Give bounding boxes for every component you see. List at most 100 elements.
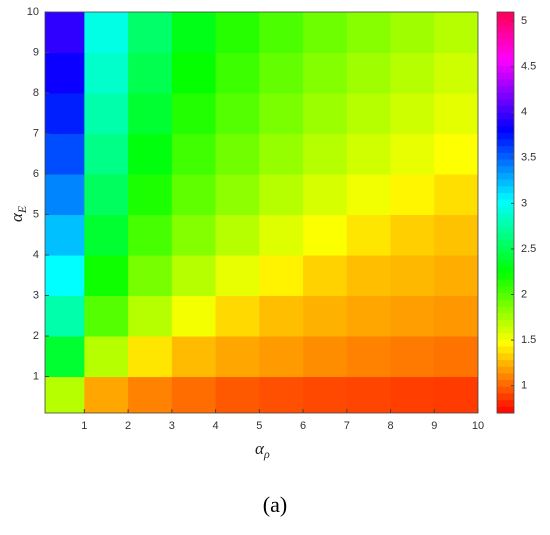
- contour-cell: [215, 93, 260, 135]
- contour-cell: [303, 295, 348, 337]
- y-tick-label: 4: [33, 249, 39, 261]
- x-label-subscript: ρ: [263, 447, 270, 461]
- contour-cell: [45, 295, 85, 337]
- contour-cell: [259, 52, 304, 94]
- colorbar-band: [497, 252, 514, 260]
- contour-cell: [346, 376, 392, 413]
- contour-cell: [259, 214, 304, 256]
- colorbar-band: [497, 132, 514, 140]
- x-tick-label: 6: [300, 420, 306, 432]
- contour-cell: [171, 174, 217, 216]
- contour-cell: [259, 295, 304, 337]
- colorbar-band: [497, 145, 514, 153]
- contour-cell: [84, 255, 129, 297]
- contour-cell: [84, 295, 129, 337]
- contour-cell: [390, 336, 435, 378]
- contour-cell: [84, 133, 129, 175]
- contour-cell: [346, 174, 392, 216]
- contour-cell: [346, 336, 392, 378]
- contour-cell: [259, 376, 304, 413]
- contour-cell: [390, 174, 435, 216]
- contour-cell: [45, 93, 85, 135]
- colorbar-tick-label: 1: [521, 380, 527, 392]
- colorbar-band: [497, 25, 514, 33]
- contour-cell: [215, 174, 260, 216]
- colorbar-band: [497, 379, 514, 387]
- contour-cell: [346, 214, 392, 256]
- colorbar-band: [497, 105, 514, 113]
- contour-cell: [259, 133, 304, 175]
- y-tick-label: 5: [33, 208, 39, 220]
- colorbar-band: [497, 339, 514, 347]
- colorbar-band: [497, 245, 514, 254]
- x-tick-label: 1: [81, 420, 87, 432]
- colorbar-band: [497, 279, 514, 287]
- colorbar-band: [497, 272, 514, 280]
- contour-cell: [84, 12, 129, 54]
- colorbar-tick-label: 5: [521, 15, 527, 27]
- contour-cell: [171, 133, 217, 175]
- contour-cell: [434, 336, 478, 378]
- contour-cell: [84, 93, 129, 135]
- colorbar-band: [497, 386, 514, 394]
- colorbar-band: [497, 192, 514, 200]
- contour-cell: [84, 336, 129, 378]
- colorbar-band: [497, 319, 514, 327]
- colorbar-band: [497, 65, 514, 73]
- x-tick-label: 10: [472, 420, 484, 432]
- contour-cell: [390, 214, 435, 256]
- contour-cell: [45, 12, 85, 54]
- x-tick-label: 2: [125, 420, 131, 432]
- x-tick-label: 9: [431, 420, 437, 432]
- colorbar-band: [497, 372, 514, 381]
- colorbar-band: [497, 52, 514, 60]
- colorbar-band: [497, 292, 514, 300]
- colorbar-tick-label: 3: [521, 197, 527, 209]
- contour-cell: [215, 214, 260, 256]
- colorbar-band: [497, 45, 514, 53]
- colorbar-band: [497, 399, 514, 407]
- colorbar-band: [497, 312, 514, 320]
- colorbar-band: [497, 219, 514, 227]
- y-tick-label: 7: [33, 127, 39, 139]
- colorbar-tick-label: 4: [521, 106, 527, 118]
- contour-cell: [303, 255, 348, 297]
- contour-cell: [390, 133, 435, 175]
- contour-cell: [84, 214, 129, 256]
- colorbar-tick-label: 2: [521, 288, 527, 300]
- contour-cell: [390, 255, 435, 297]
- colorbar-band: [497, 332, 514, 340]
- colorbar-frame: [496, 11, 515, 414]
- contour-cell: [215, 336, 260, 378]
- contour-cell: [303, 336, 348, 378]
- contour-cell: [128, 174, 173, 216]
- contour-cell: [128, 93, 173, 135]
- contour-cell: [303, 133, 348, 175]
- contour-cell: [390, 12, 435, 54]
- plot-frame: [44, 11, 479, 414]
- colorbar-band: [497, 346, 514, 354]
- contour-cell: [303, 12, 348, 54]
- contour-cell: [259, 255, 304, 297]
- x-tick-label: 7: [344, 420, 350, 432]
- contour-cell: [259, 12, 304, 54]
- x-tick-label: 4: [213, 420, 219, 432]
- contour-cell: [45, 52, 85, 94]
- contour-cell: [434, 174, 478, 216]
- contour-cell: [390, 376, 435, 413]
- contour-cell: [45, 174, 85, 216]
- y-tick-label: 9: [33, 46, 39, 58]
- contour-cell: [215, 255, 260, 297]
- contour-cell: [303, 174, 348, 216]
- x-label-symbol: α: [255, 439, 265, 458]
- colorbar-band: [497, 72, 514, 80]
- colorbar-band: [497, 165, 514, 173]
- contour-cell: [346, 255, 392, 297]
- colorbar-tick-label: 2.5: [521, 243, 536, 255]
- contour-cell: [171, 93, 217, 135]
- colorbar-band: [497, 125, 514, 133]
- contour-cell: [128, 133, 173, 175]
- y-tick-label: 3: [33, 289, 39, 301]
- x-tick-label: 3: [169, 420, 175, 432]
- colorbar-band: [497, 199, 514, 207]
